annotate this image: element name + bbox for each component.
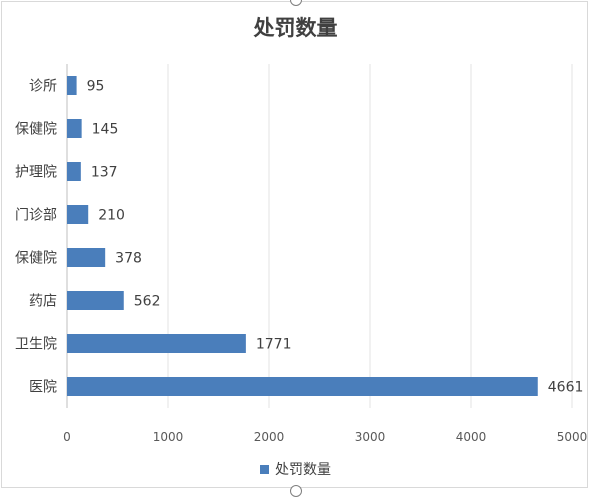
legend-label: 处罚数量 (275, 462, 331, 478)
category-label: 卫生院 (15, 337, 57, 353)
x-tick-label: 1000 (153, 430, 184, 444)
bar (67, 248, 106, 267)
category-label: 诊所 (29, 79, 57, 95)
x-tick-label: 5000 (557, 430, 588, 444)
category-label: 护理院 (15, 165, 57, 181)
bar (67, 377, 538, 396)
category-label: 保健院 (15, 122, 57, 138)
x-tick-label: 0 (63, 430, 71, 444)
bar (67, 76, 77, 95)
x-tick-label: 4000 (456, 430, 487, 444)
data-label: 378 (115, 251, 142, 267)
bar (67, 162, 81, 181)
data-label: 4661 (548, 380, 584, 396)
data-label: 95 (87, 79, 105, 95)
data-label: 145 (92, 122, 119, 138)
bar (67, 119, 82, 138)
data-label: 137 (91, 165, 118, 181)
x-tick-label: 3000 (355, 430, 386, 444)
chart-legend: 处罚数量 (0, 459, 591, 479)
chart-title: 处罚数量 (253, 16, 338, 40)
data-label: 1771 (256, 337, 292, 353)
category-label: 门诊部 (15, 208, 57, 224)
category-label: 药店 (29, 294, 57, 310)
data-label: 562 (134, 294, 161, 310)
data-label: 210 (98, 208, 125, 224)
legend-swatch (260, 464, 269, 474)
bar (67, 205, 89, 224)
category-label: 保健院 (15, 251, 57, 267)
bar (67, 291, 124, 310)
category-label: 医院 (29, 380, 57, 396)
x-tick-label: 2000 (254, 430, 285, 444)
bar (67, 334, 246, 353)
